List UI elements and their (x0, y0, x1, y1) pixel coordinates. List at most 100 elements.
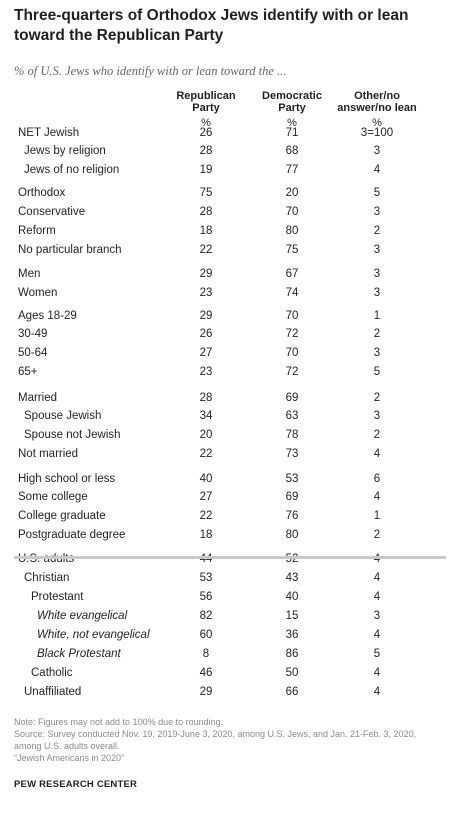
value-democratic: 63 (285, 410, 299, 422)
value-republican: 75 (199, 187, 213, 199)
value-other: 3 (373, 347, 381, 359)
table-row: Reform 18 80 2 (0, 222, 458, 240)
table-row: Married 28 69 2 (0, 389, 458, 407)
value-republican: 34 (199, 410, 213, 422)
value-democratic: 70 (285, 206, 299, 218)
value-other: 3 (373, 287, 381, 299)
value-republican: 29 (199, 310, 213, 322)
row-label: Some college (18, 491, 88, 503)
table-row: Some college 27 69 4 (0, 488, 458, 506)
column-header-democratic-line2: Party (278, 102, 306, 114)
table-row: Christian 53 43 4 (0, 569, 458, 587)
value-democratic: 80 (285, 225, 299, 237)
value-republican: 26 (199, 328, 213, 340)
footer-note: Note: Figures may not add to 100% due to… (14, 717, 224, 727)
value-democratic: 70 (285, 347, 299, 359)
value-other: 4 (373, 448, 381, 460)
row-label: Protestant (31, 591, 84, 603)
row-label: Orthodox (18, 187, 66, 199)
row-label: Not married (18, 448, 79, 460)
chart-subtitle: % of U.S. Jews who identify with or lean… (14, 64, 287, 78)
value-democratic: 15 (285, 610, 299, 622)
column-header-other-line1: Other/no (354, 90, 400, 102)
value-other: 4 (373, 667, 381, 679)
value-democratic: 80 (285, 529, 299, 541)
value-other: 2 (373, 328, 381, 340)
value-democratic: 40 (285, 591, 299, 603)
row-label: Reform (18, 225, 56, 237)
value-other: 4 (373, 164, 381, 176)
value-republican: 22 (199, 510, 213, 522)
row-label: Women (18, 287, 58, 299)
column-header-democratic-line1: Democratic (262, 90, 322, 102)
table-row: 50-64 27 70 3 (0, 344, 458, 362)
value-democratic: 72 (285, 366, 299, 378)
column-header-republican-line1: Republican (176, 90, 236, 102)
row-label: Married (18, 392, 57, 404)
column-unit-other: % (372, 117, 382, 129)
value-democratic: 77 (285, 164, 299, 176)
value-other: 4 (373, 591, 381, 603)
row-label: Black Protestant (37, 648, 121, 660)
value-democratic: 76 (285, 510, 299, 522)
table-row: Postgraduate degree 18 80 2 (0, 526, 458, 544)
value-republican: 18 (199, 529, 213, 541)
row-label: 30-49 (18, 328, 48, 340)
value-republican: 28 (199, 206, 213, 218)
value-other: 3 (373, 206, 381, 218)
value-other: 3 (373, 268, 381, 280)
value-democratic: 68 (285, 145, 299, 157)
value-democratic: 69 (285, 392, 299, 404)
value-democratic: 53 (285, 473, 299, 485)
value-democratic: 66 (285, 686, 299, 698)
table-row: Orthodox 75 20 5 (0, 184, 458, 202)
column-header-other: Other/no answer/no lean (332, 90, 422, 114)
table-row: Conservative 28 70 3 (0, 203, 458, 221)
value-democratic: 43 (285, 572, 299, 584)
table-row: Ages 18-29 29 70 1 (0, 307, 458, 325)
table-row: U.S. adults 44 52 4 (0, 550, 458, 568)
footer-report: “Jewish Americans in 2020” (14, 753, 125, 763)
value-other: 4 (373, 572, 381, 584)
value-other: 1 (373, 510, 381, 522)
table-row: College graduate 22 76 1 (0, 507, 458, 525)
column-header-other-line2: answer/no lean (337, 102, 417, 114)
table-row: Protestant 56 40 4 (0, 588, 458, 606)
value-republican: 27 (199, 491, 213, 503)
value-other: 3=100 (360, 127, 394, 139)
row-label: Unaffiliated (24, 686, 82, 698)
column-unit-democratic: % (287, 117, 297, 129)
column-unit-republican: % (201, 117, 211, 129)
footer-source: Source: Survey conducted Nov. 19, 2019-J… (14, 729, 417, 751)
value-republican: 8 (202, 648, 210, 660)
row-label: Conservative (18, 206, 86, 218)
value-republican: 53 (199, 572, 213, 584)
value-other: 4 (373, 553, 381, 565)
value-other: 3 (373, 244, 381, 256)
value-other: 3 (373, 610, 381, 622)
value-republican: 23 (199, 287, 213, 299)
row-label: Spouse Jewish (24, 410, 102, 422)
value-republican: 20 (199, 429, 213, 441)
value-democratic: 67 (285, 268, 299, 280)
value-republican: 28 (199, 145, 213, 157)
table-row: White evangelical 82 15 3 (0, 607, 458, 625)
row-label: High school or less (18, 473, 116, 485)
table-row: Not married 22 73 4 (0, 445, 458, 463)
row-label: 50-64 (18, 347, 48, 359)
value-other: 4 (373, 629, 381, 641)
value-democratic: 74 (285, 287, 299, 299)
value-democratic: 50 (285, 667, 299, 679)
value-republican: 46 (199, 667, 213, 679)
value-republican: 23 (199, 366, 213, 378)
row-label: College graduate (18, 510, 106, 522)
value-other: 5 (373, 187, 381, 199)
value-republican: 29 (199, 686, 213, 698)
row-label: Men (18, 268, 41, 280)
row-label: Christian (24, 572, 70, 584)
row-label: NET Jewish (18, 127, 80, 139)
table-row: Spouse not Jewish 20 78 2 (0, 426, 458, 444)
value-other: 4 (373, 491, 381, 503)
value-democratic: 36 (285, 629, 299, 641)
row-label: Spouse not Jewish (24, 429, 121, 441)
